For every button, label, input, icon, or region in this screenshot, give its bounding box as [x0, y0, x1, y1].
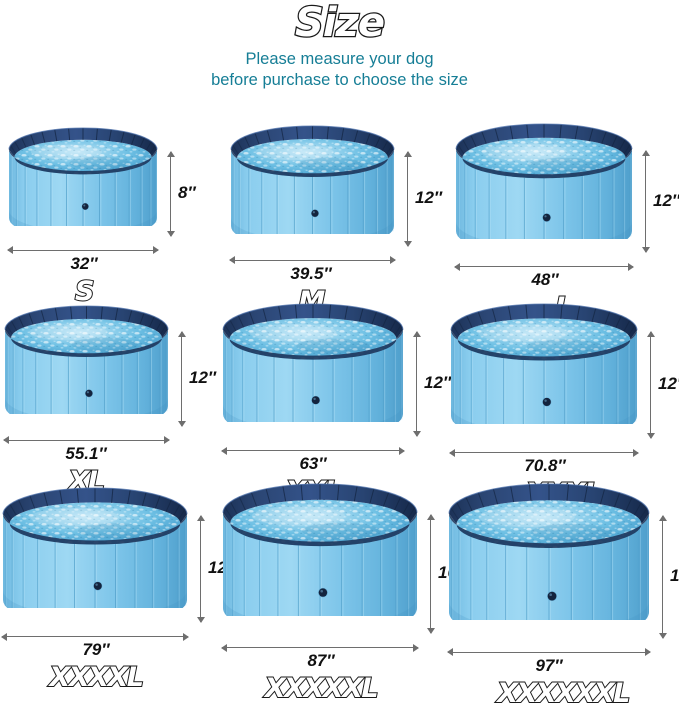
height-label: 16″ [670, 565, 679, 585]
diameter-label: 39.5″ [290, 263, 332, 283]
size-name-xxxxxl: XXXXXL [264, 672, 380, 705]
height-label: 12″ [424, 372, 452, 392]
page-title: Size [294, 0, 386, 46]
height-dimension-line [412, 330, 421, 437]
size-cell-l: 12″48″L [0, 118, 679, 324]
size-name-xxxxxxl: XXXXXXL [496, 677, 631, 709]
size-cell-xxxxl: 12″ 79″ XXXXL [0, 480, 679, 694]
diameter-dimension-line [221, 643, 419, 652]
height-label: 8″ [178, 182, 196, 202]
height-dimension-line [177, 330, 186, 427]
pool-illustration [450, 302, 638, 443]
size-cell-xxxxxxl: 16″ 97″XXXXXXL [0, 480, 679, 709]
size-cell-xxl: 12″63″XXL [0, 298, 679, 508]
diameter-label: 32″ [70, 253, 98, 273]
subtitle-line-1: Please measure your dog [245, 50, 434, 68]
diameter-label: 63″ [299, 453, 327, 473]
diameter-dimension-line [229, 256, 396, 265]
size-cell-xl: 12″ 55.1″ XL [0, 298, 679, 498]
height-dimension-line [641, 150, 650, 254]
diameter-dimension-line [449, 449, 639, 458]
height-label: 12″ [415, 187, 443, 207]
diameter-dimension-line [447, 648, 651, 657]
size-name-xxxxl: XXXXL [49, 661, 145, 694]
height-dimension-line [646, 331, 655, 440]
height-label: 12″ [658, 374, 679, 394]
diameter-dimension-line [3, 436, 170, 445]
height-dimension-line [658, 514, 667, 639]
height-label: 12″ [653, 190, 679, 210]
diameter-dimension-line [221, 446, 405, 455]
diameter-label: 79″ [82, 640, 110, 660]
diameter-label: 97″ [535, 655, 563, 675]
size-chart-header: Size Please measure your dog before purc… [0, 0, 679, 91]
diameter-label: 55.1″ [65, 443, 107, 463]
diameter-label: 48″ [531, 270, 559, 290]
subtitle-line-2: before purchase to choose the size [211, 71, 468, 89]
diameter-dimension-line [7, 246, 159, 255]
pool-illustration [4, 304, 169, 430]
pool-illustration [448, 482, 650, 642]
height-label: 12″ [189, 367, 217, 387]
pool-illustration [455, 122, 633, 257]
height-dimension-line [196, 515, 205, 624]
diameter-label: 70.8″ [524, 456, 566, 476]
diameter-dimension-line [1, 633, 189, 642]
size-name-s: S [74, 275, 95, 308]
size-cell-xxxl: 12″70.8″XXXL [0, 298, 679, 510]
size-cell-s: 8″ 32″ S [0, 118, 679, 308]
diameter-dimension-line [454, 262, 634, 271]
height-dimension-line [166, 150, 175, 237]
height-dimension-line [426, 513, 435, 634]
height-dimension-line [403, 150, 412, 247]
